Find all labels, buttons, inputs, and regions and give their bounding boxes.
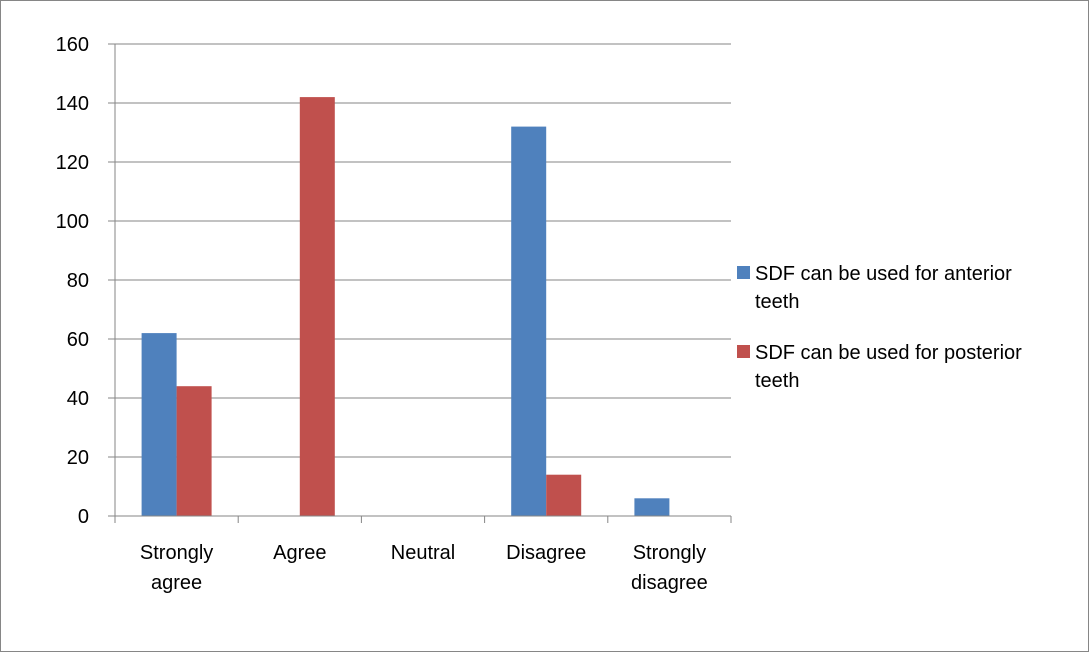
- category-label-line: Strongly: [633, 542, 706, 564]
- legend-label: SDF can be used for anterior teeth: [755, 263, 1012, 313]
- y-tick-label: 160: [56, 34, 89, 56]
- y-axis: 0 20 40 60 80 100 120 140 160: [56, 34, 116, 528]
- y-tick-label: 40: [67, 388, 89, 410]
- category-label: Strongly disagree: [631, 542, 708, 594]
- y-tick-label: 80: [67, 270, 89, 292]
- legend-label: SDF can be used for posterior teeth: [755, 342, 1022, 392]
- y-tick-label: 120: [56, 152, 89, 174]
- category-label: Neutral: [391, 542, 455, 564]
- gridlines: [115, 43, 731, 458]
- bar: [546, 474, 582, 516]
- category-label-line: Strongly: [140, 542, 213, 564]
- y-tick-label: 0: [78, 506, 89, 528]
- category-label-line: Neutral: [391, 542, 455, 564]
- category-label: Disagree: [506, 542, 586, 564]
- legend-label-line: teeth: [755, 370, 799, 392]
- legend-label-line: SDF can be used for posterior: [755, 342, 1022, 364]
- bar: [176, 386, 212, 516]
- legend-swatch: [737, 266, 750, 279]
- category-label: Agree: [273, 542, 326, 564]
- y-tick-label: 60: [67, 329, 89, 351]
- legend-swatch: [737, 345, 750, 358]
- x-axis: Strongly agree Agree Neutral Disagree Strongl…: [114, 515, 732, 594]
- category-label-line: Disagree: [506, 542, 586, 564]
- y-tick-label: 100: [56, 211, 89, 233]
- bar: [511, 126, 547, 516]
- category-label-line: agree: [151, 572, 202, 594]
- bar: [141, 333, 177, 516]
- category-label: Strongly agree: [140, 542, 213, 594]
- bars: [141, 97, 670, 516]
- category-label-line: Agree: [273, 542, 326, 564]
- bar: [299, 97, 335, 516]
- y-tick-label: 140: [56, 93, 89, 115]
- bar: [634, 498, 670, 516]
- y-tick-label: 20: [67, 447, 89, 469]
- legend-label-line: teeth: [755, 291, 799, 313]
- category-label-line: disagree: [631, 572, 708, 594]
- legend-label-line: SDF can be used for anterior: [755, 263, 1012, 285]
